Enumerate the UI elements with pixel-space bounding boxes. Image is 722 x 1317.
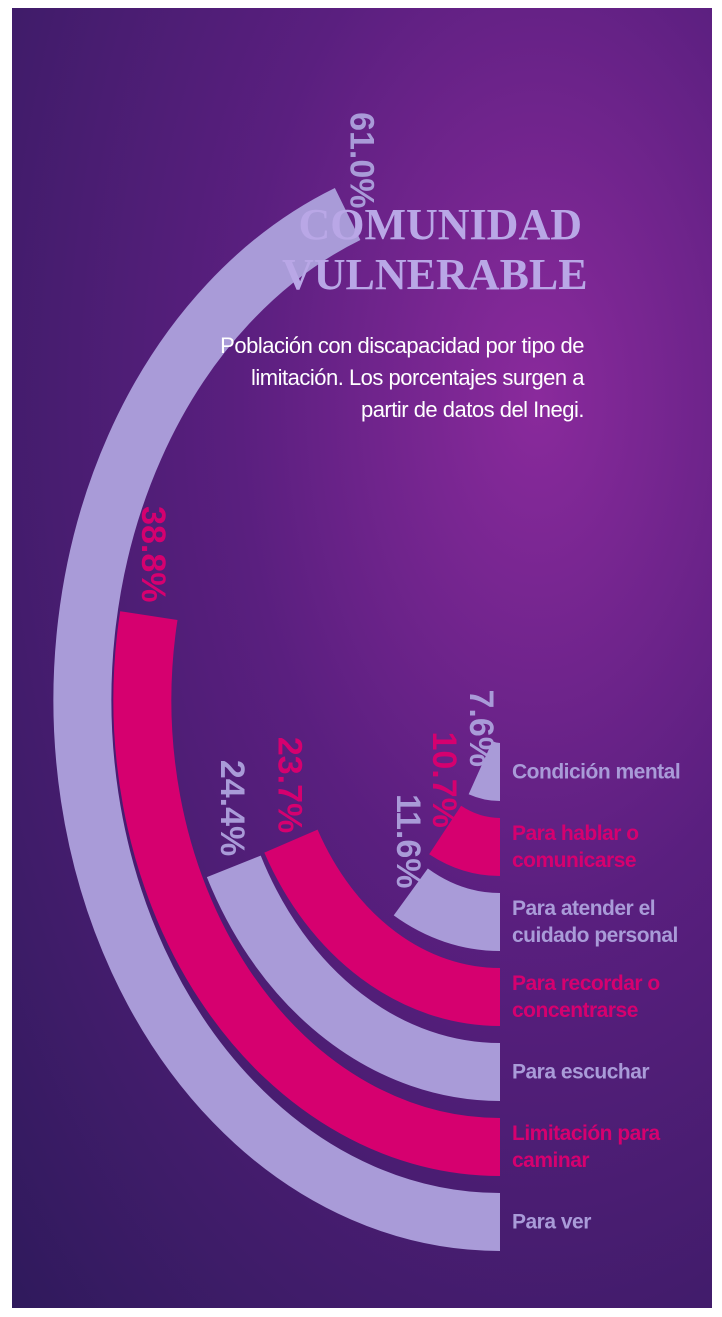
arc-bar bbox=[113, 611, 501, 1176]
value-label: 24.4% bbox=[213, 760, 251, 856]
value-label: 10.7% bbox=[425, 731, 463, 827]
arc-bar bbox=[206, 855, 501, 1101]
value-label: 23.7% bbox=[271, 737, 309, 833]
legend-label: Para escuchar bbox=[512, 1060, 650, 1084]
legend-label: Para ver bbox=[512, 1210, 591, 1234]
legend-label: Condición mental bbox=[512, 760, 681, 784]
value-label: 61.0% bbox=[342, 112, 380, 208]
value-label: 11.6% bbox=[389, 794, 427, 889]
arc-bar bbox=[264, 829, 501, 1026]
arc-bar bbox=[53, 187, 501, 1251]
legend-label: Para recordar o concentrarse bbox=[512, 972, 660, 1022]
arc-bar bbox=[393, 868, 501, 951]
legend-label: Limitación para caminar bbox=[512, 1122, 660, 1172]
legend-label: Para hablar o comunicarse bbox=[512, 822, 639, 872]
arc-bar bbox=[468, 740, 502, 801]
arc-bar bbox=[429, 805, 502, 876]
value-label: 7.6% bbox=[462, 689, 500, 767]
legend-label: Para atender el cuidado personal bbox=[512, 897, 678, 947]
value-label: 38.8% bbox=[134, 506, 172, 602]
chart-subtitle: Población con discapacidad por tipo de l… bbox=[220, 333, 584, 422]
chart-title: COMUNIDAD VULNERABLE bbox=[282, 200, 588, 299]
